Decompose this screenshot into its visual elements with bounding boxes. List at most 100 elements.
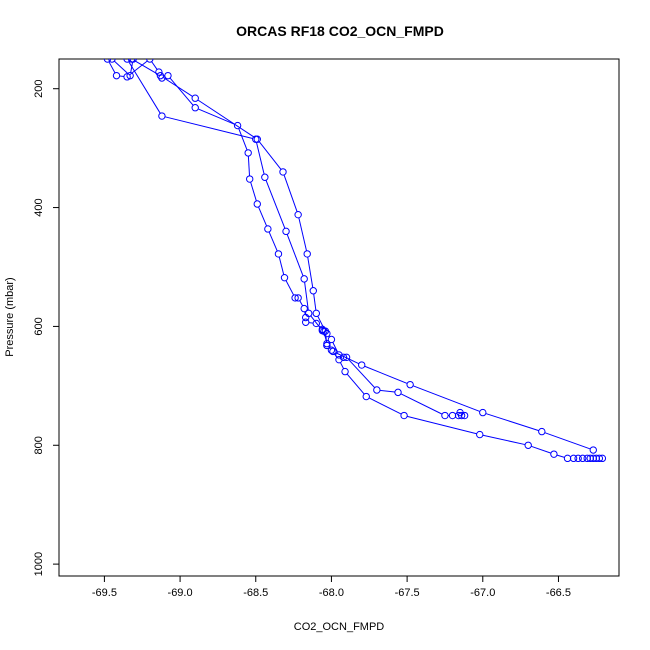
data-point bbox=[129, 59, 137, 63]
data-point bbox=[327, 335, 336, 344]
data-point bbox=[300, 275, 308, 283]
data-point bbox=[274, 250, 283, 258]
data-point bbox=[305, 309, 313, 318]
series-segment bbox=[310, 315, 321, 329]
data-point bbox=[146, 59, 154, 63]
series-segment bbox=[128, 61, 161, 114]
data-point bbox=[291, 294, 299, 302]
data-point bbox=[335, 351, 343, 359]
x-tick-label: -67.0 bbox=[470, 587, 495, 599]
data-point bbox=[302, 318, 310, 326]
data-point bbox=[578, 454, 587, 463]
series-segment bbox=[134, 60, 158, 75]
data-point bbox=[460, 411, 469, 420]
data-point bbox=[158, 112, 166, 120]
data-point bbox=[323, 329, 331, 338]
x-tick-label: -68.5 bbox=[243, 587, 268, 599]
x-tick-label: -69.0 bbox=[168, 587, 193, 599]
data-series bbox=[103, 59, 597, 454]
data-point bbox=[335, 355, 343, 364]
series-segment bbox=[346, 373, 365, 395]
series-segment bbox=[379, 389, 395, 393]
series-segment bbox=[108, 61, 116, 74]
data-point bbox=[191, 104, 199, 112]
data-point bbox=[155, 68, 163, 76]
series-segment bbox=[283, 174, 298, 212]
series-segment bbox=[307, 256, 314, 288]
data-point bbox=[362, 392, 370, 401]
plot-frame bbox=[58, 58, 620, 577]
series-segment bbox=[151, 61, 158, 70]
x-axis: -69.5 -69.0 -68.5 -68.0 -67.5 -67.0 -66.5 bbox=[92, 576, 571, 599]
series-segment bbox=[544, 432, 591, 450]
data-point bbox=[550, 450, 558, 458]
series-segment bbox=[278, 256, 285, 275]
data-point bbox=[358, 361, 366, 369]
series-segment bbox=[197, 108, 235, 125]
y-axis-label: Pressure (mbar) bbox=[4, 277, 16, 356]
y-tick-label: 400 bbox=[33, 198, 45, 216]
data-point bbox=[312, 319, 320, 328]
series-segment bbox=[298, 217, 307, 251]
series-segment bbox=[285, 280, 295, 296]
data-point bbox=[300, 304, 308, 313]
data-point bbox=[164, 71, 172, 80]
data-point bbox=[156, 71, 165, 80]
series-segment bbox=[256, 142, 265, 175]
y-tick-label: 1000 bbox=[33, 552, 45, 576]
data-point bbox=[339, 353, 348, 362]
data-point bbox=[233, 121, 242, 130]
series-segment bbox=[238, 128, 248, 151]
data-point bbox=[524, 441, 532, 449]
series-segment bbox=[348, 359, 376, 388]
data-point bbox=[253, 200, 261, 208]
data-point bbox=[538, 427, 546, 436]
y-tick-label: 200 bbox=[33, 80, 45, 98]
data-point bbox=[342, 353, 351, 362]
x-tick-label: -67.5 bbox=[395, 587, 420, 599]
data-point bbox=[394, 388, 402, 397]
series-segment bbox=[332, 342, 339, 353]
series-segment bbox=[400, 393, 443, 415]
data-point bbox=[563, 454, 572, 463]
data-point bbox=[244, 149, 252, 157]
data-point bbox=[264, 225, 272, 233]
series-segment bbox=[317, 315, 325, 329]
series-segment bbox=[407, 415, 477, 435]
data-point bbox=[191, 94, 199, 102]
data-point bbox=[280, 273, 289, 282]
data-series bbox=[127, 59, 607, 463]
data-series bbox=[123, 59, 469, 420]
data-point bbox=[108, 59, 116, 63]
series-segment bbox=[247, 156, 251, 176]
data-point bbox=[279, 168, 287, 176]
series-segment bbox=[250, 181, 257, 202]
data-point bbox=[586, 454, 594, 463]
data-point bbox=[441, 411, 449, 420]
data-point bbox=[246, 175, 254, 183]
data-point bbox=[341, 367, 349, 376]
data-point bbox=[309, 287, 317, 295]
y-axis: 200 400 600 800 1000 bbox=[33, 80, 59, 576]
series-segment bbox=[113, 60, 129, 74]
data-point bbox=[569, 454, 578, 463]
x-tick-label: -68.0 bbox=[319, 587, 344, 599]
data-point bbox=[457, 411, 466, 420]
series-segment bbox=[258, 141, 282, 170]
series-segment bbox=[129, 60, 148, 76]
y-tick-label: 800 bbox=[33, 436, 45, 454]
data-point bbox=[574, 454, 582, 463]
series-segment bbox=[286, 234, 304, 277]
x-axis-label: CO2_OCN_FMPD bbox=[294, 621, 385, 633]
data-point bbox=[406, 380, 414, 389]
series-segment bbox=[130, 62, 134, 73]
series-segment bbox=[197, 99, 255, 138]
data-point bbox=[112, 71, 121, 80]
series-segment bbox=[482, 434, 526, 446]
data-point bbox=[400, 411, 408, 420]
data-point bbox=[126, 71, 134, 80]
data-series bbox=[108, 59, 137, 80]
series-layer bbox=[103, 59, 607, 463]
series-segment bbox=[162, 76, 193, 97]
